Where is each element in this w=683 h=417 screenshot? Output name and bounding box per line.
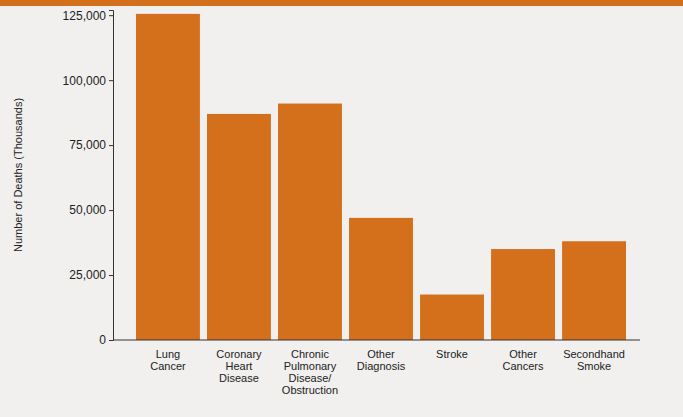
chart: 0 25,000 50,000 75,000 100,000 125,000 LungCan…: [0, 0, 683, 417]
x-tick: CoronaryHeartDisease: [216, 340, 262, 384]
x-tick: ChronicPulmonaryDisease/Obstruction: [282, 340, 338, 396]
y-tick: 50,000: [69, 203, 113, 217]
background: [0, 0, 683, 417]
x-tick-label: OtherCancers: [503, 348, 544, 372]
x-tick-label: CoronaryHeartDisease: [216, 348, 262, 384]
header-band: [0, 0, 683, 6]
y-tick-label: 25,000: [69, 268, 106, 282]
y-tick-mark: [109, 80, 113, 81]
x-tick-label: OtherDiagnosis: [357, 348, 406, 372]
y-axis-title: Number of Deaths (Thousands): [12, 98, 24, 252]
y-tick-mark: [109, 145, 113, 146]
bar: [136, 14, 200, 340]
y-tick-label: 100,000: [63, 73, 107, 87]
x-tick: SecondhandSmoke: [563, 340, 625, 372]
y-tick-mark: [109, 275, 113, 276]
y-tick: 0: [99, 333, 113, 347]
bars: [136, 14, 626, 340]
x-tick-label: Stroke: [436, 348, 468, 360]
x-axis-line: [113, 340, 640, 341]
y-tick-label: 75,000: [69, 138, 106, 152]
y-tick: 75,000: [69, 138, 113, 152]
x-axis: LungCancer CoronaryHeartDisease ChronicPul…: [113, 340, 640, 396]
y-tick-label: 125,000: [63, 9, 107, 23]
x-tick: OtherCancers: [503, 340, 544, 372]
x-tick-label: ChronicPulmonaryDisease/Obstruction: [282, 348, 338, 396]
y-tick: 100,000: [63, 73, 113, 87]
x-tick: LungCancer: [150, 340, 186, 372]
y-tick-label: 50,000: [69, 203, 106, 217]
y-tick: 125,000: [63, 9, 113, 23]
y-tick-label: 0: [99, 333, 106, 347]
bar: [491, 249, 555, 340]
bar: [349, 218, 413, 340]
x-tick: Stroke: [436, 340, 468, 360]
y-axis: 0 25,000 50,000 75,000 100,000 125,000: [63, 9, 114, 348]
bar: [420, 295, 484, 340]
x-tick: OtherDiagnosis: [357, 340, 406, 372]
bar: [278, 104, 342, 340]
x-tick-label: LungCancer: [150, 348, 186, 372]
bar: [562, 241, 626, 340]
x-tick-label: SecondhandSmoke: [563, 348, 625, 372]
y-tick-mark: [109, 340, 113, 341]
y-axis-line: [109, 11, 114, 341]
y-tick-mark: [109, 15, 113, 16]
y-tick: 25,000: [69, 268, 113, 282]
bar: [207, 114, 271, 340]
y-tick-mark: [109, 210, 113, 211]
